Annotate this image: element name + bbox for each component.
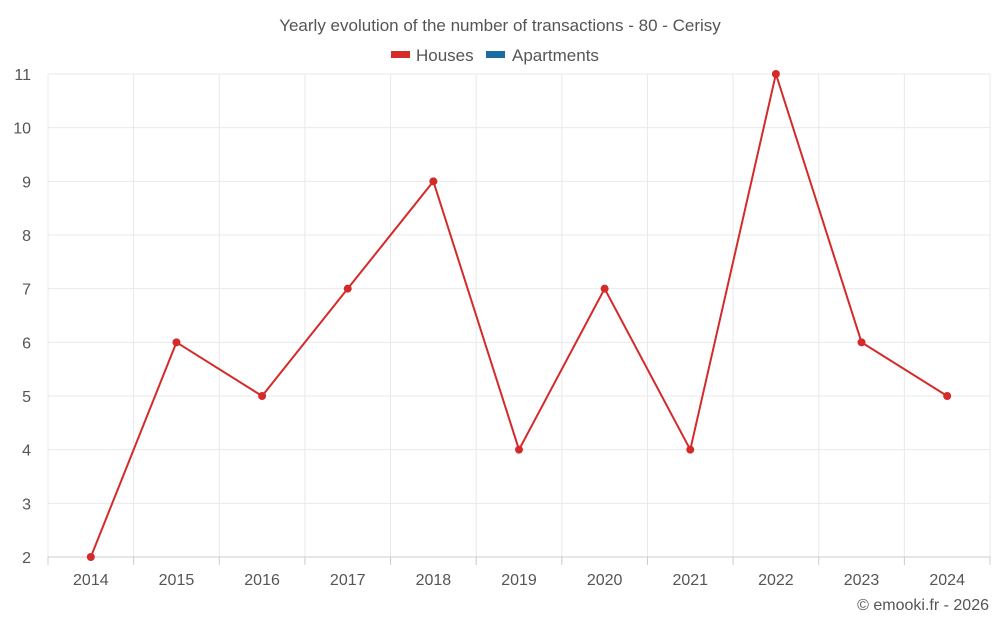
data-point-houses-2023 bbox=[857, 338, 866, 347]
y-tick-label-2: 2 bbox=[22, 550, 31, 567]
legend-item-apartments[interactable]: Apartments bbox=[486, 46, 599, 65]
x-axis-ticks: 2014 2015 2016 2017 2018 2019 2020 2021 2022 2023… bbox=[47, 557, 991, 589]
x-tick-label-2022: 2022 bbox=[758, 572, 794, 589]
data-point-houses-2014 bbox=[86, 553, 95, 561]
data-point-houses-2015 bbox=[172, 338, 181, 347]
y-tick-label-4: 4 bbox=[22, 443, 31, 460]
y-tick-label-8: 8 bbox=[22, 228, 31, 245]
y-tick-label-5: 5 bbox=[22, 389, 31, 406]
y-tick-label-9: 9 bbox=[22, 174, 31, 191]
x-tick-label-2023: 2023 bbox=[844, 572, 880, 589]
y-axis-ticks: 2 3 4 5 6 7 8 9 10 11 bbox=[13, 67, 31, 567]
grid bbox=[47, 73, 991, 557]
legend-item-houses[interactable]: Houses bbox=[391, 46, 474, 65]
y-tick-label-10: 10 bbox=[13, 121, 31, 138]
legend-label-houses: Houses bbox=[416, 46, 474, 65]
data-point-houses-2018 bbox=[429, 177, 438, 186]
series-layer bbox=[86, 70, 952, 561]
x-tick-label-2016: 2016 bbox=[244, 572, 280, 589]
y-tick-label-7: 7 bbox=[22, 282, 31, 299]
x-tick-label-2021: 2021 bbox=[672, 572, 708, 589]
legend-label-apartments: Apartments bbox=[512, 46, 599, 65]
data-point-houses-2022 bbox=[771, 70, 780, 78]
data-point-houses-2024 bbox=[943, 392, 952, 400]
x-tick-label-2024: 2024 bbox=[929, 572, 965, 589]
x-tick-label-2017: 2017 bbox=[330, 572, 366, 589]
y-tick-label-11: 11 bbox=[14, 67, 31, 84]
chart-title: Yearly evolution of the number of transa… bbox=[279, 16, 721, 35]
x-tick-label-2014: 2014 bbox=[73, 572, 109, 589]
data-point-houses-2019 bbox=[515, 445, 523, 454]
credit-text: © emooki.fr - 2026 bbox=[857, 597, 989, 614]
data-point-houses-2017 bbox=[343, 284, 352, 293]
x-tick-label-2015: 2015 bbox=[159, 572, 195, 589]
data-point-houses-2020 bbox=[600, 284, 609, 293]
data-point-houses-2021 bbox=[686, 445, 695, 454]
x-tick-label-2019: 2019 bbox=[501, 572, 537, 589]
legend: Houses Apartments bbox=[391, 46, 599, 65]
legend-swatch-apartments bbox=[486, 51, 505, 58]
legend-swatch-houses bbox=[391, 51, 410, 58]
y-tick-label-3: 3 bbox=[22, 496, 31, 513]
data-point-houses-2016 bbox=[258, 392, 267, 400]
x-tick-label-2018: 2018 bbox=[416, 572, 452, 589]
x-tick-label-2020: 2020 bbox=[587, 572, 623, 589]
y-tick-label-6: 6 bbox=[22, 335, 31, 352]
